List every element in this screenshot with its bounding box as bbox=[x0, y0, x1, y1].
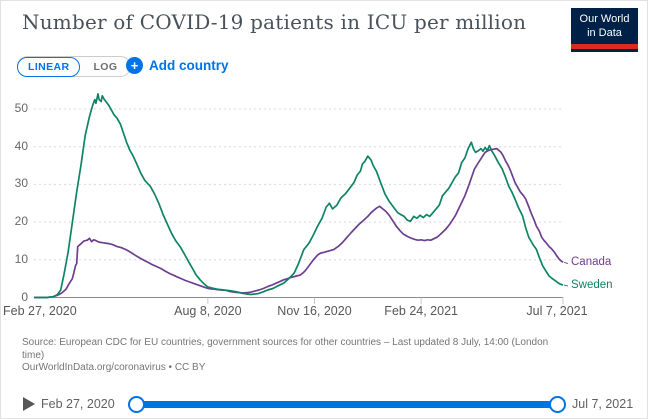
y-tick-label-0: 0 bbox=[21, 289, 28, 304]
y-tick-label-20: 20 bbox=[14, 214, 28, 229]
timeline-end-label: Jul 7, 2021 bbox=[572, 397, 634, 411]
series-line-sweden bbox=[34, 93, 564, 299]
source-line-2: time) bbox=[22, 349, 45, 361]
scale-toggle: LINEAR LOG bbox=[17, 56, 132, 77]
page-title: Number of COVID-19 patients in ICU per m… bbox=[22, 10, 527, 34]
y-tick-label-50: 50 bbox=[14, 101, 28, 115]
x-tick-label-3: Feb 24, 2021 bbox=[384, 304, 458, 318]
x-tick-label-0: Feb 27, 2020 bbox=[3, 304, 77, 318]
series-line-canada bbox=[34, 147, 564, 299]
owid-logo-line1: Our World bbox=[579, 13, 630, 25]
timeline-handle-start[interactable] bbox=[128, 396, 145, 413]
source-link-line[interactable]: OurWorldInData.org/coronavirus • CC BY bbox=[22, 362, 206, 373]
source-note: Source: European CDC for EU countries, g… bbox=[22, 337, 626, 375]
timeline-slider-track[interactable] bbox=[128, 396, 566, 413]
plus-icon: + bbox=[126, 57, 143, 74]
log-button[interactable]: LOG bbox=[80, 58, 130, 76]
timeline-handle-end[interactable] bbox=[549, 396, 566, 413]
legend-label-sweden[interactable]: Sweden bbox=[571, 279, 613, 292]
x-tick-label-2: Nov 16, 2020 bbox=[277, 304, 352, 318]
linear-button[interactable]: LINEAR bbox=[17, 56, 81, 77]
owid-logo-line2: in Data bbox=[587, 27, 622, 40]
legend-connector-canada bbox=[563, 261, 569, 264]
y-tick-label-40: 40 bbox=[14, 138, 28, 153]
source-line-1: Source: European CDC for EU countries, g… bbox=[22, 337, 549, 348]
add-country-label: Add country bbox=[149, 58, 229, 73]
play-button[interactable] bbox=[23, 397, 35, 411]
legend-connector-sweden bbox=[563, 284, 569, 287]
timeline-start-label: Feb 27, 2020 bbox=[41, 397, 115, 411]
owid-logo[interactable]: Our World in Data bbox=[571, 8, 638, 52]
x-tick-label-4: Jul 7, 2021 bbox=[526, 304, 588, 318]
y-tick-label-10: 10 bbox=[14, 251, 28, 266]
add-country-button[interactable]: + Add country bbox=[126, 57, 229, 74]
y-tick-label-30: 30 bbox=[14, 176, 28, 191]
owid-logo-red-bar bbox=[571, 43, 638, 49]
x-tick-label-1: Aug 8, 2020 bbox=[174, 304, 242, 318]
legend-label-canada[interactable]: Canada bbox=[571, 256, 612, 269]
